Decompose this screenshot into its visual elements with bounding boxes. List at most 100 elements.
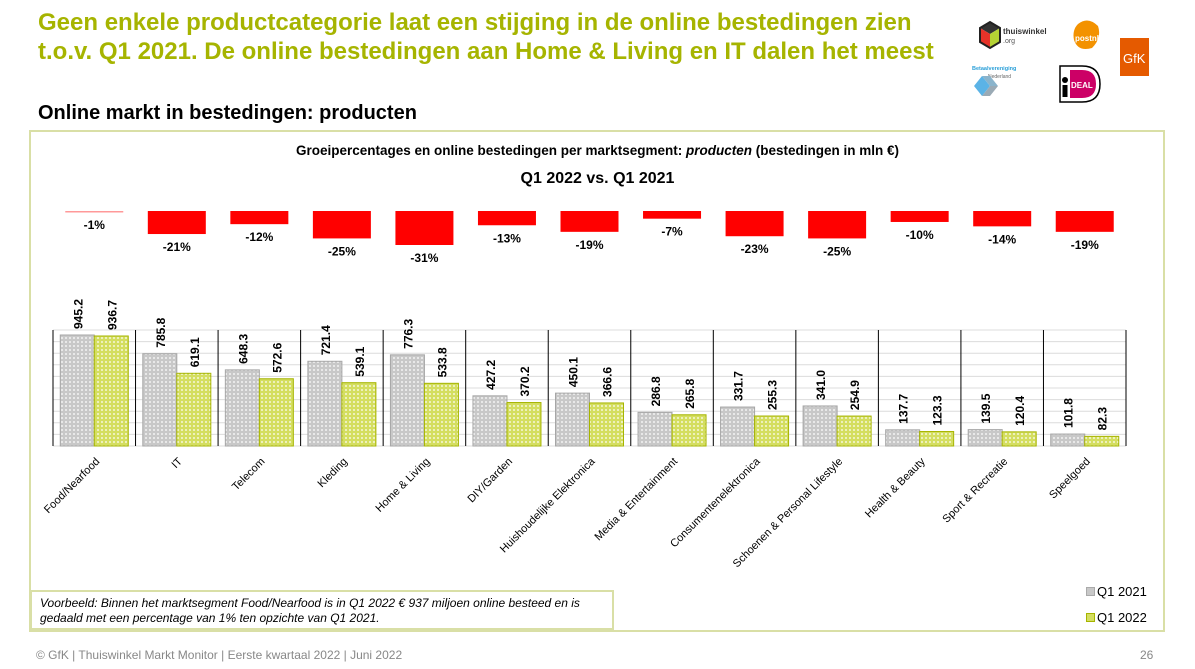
chart-frame xyxy=(29,130,1165,632)
growth-bar xyxy=(560,211,619,232)
x-axis-label: Telecom xyxy=(230,456,267,493)
bar-value-label: 286.8 xyxy=(649,376,663,406)
bar-q1-2021 xyxy=(555,392,590,447)
x-axis-label: Consumentenelektronica xyxy=(668,455,763,550)
growth-bar xyxy=(312,211,371,239)
thuiswinkel-logo-org: .org xyxy=(1003,38,1015,45)
bar-value-label: 331.7 xyxy=(732,371,746,401)
bar-value-label: 366.6 xyxy=(601,367,615,397)
legend-swatch-q1-2022 xyxy=(1086,612,1095,622)
bar-q1-2022 xyxy=(423,382,459,447)
growth-bar xyxy=(65,211,124,213)
chart-title-italic: producten xyxy=(686,143,753,158)
bar-value-label: 341.0 xyxy=(814,370,828,400)
bar-q1-2021 xyxy=(142,353,178,447)
growth-label: -1% xyxy=(84,218,106,232)
bar-q1-2022 xyxy=(836,415,872,447)
chart-title-prefix: Groeipercentages en online bestedingen p… xyxy=(295,143,687,158)
ideal-logo-text: DEAL xyxy=(1071,81,1093,90)
bar-value-label: 255.3 xyxy=(766,380,780,410)
chart-title-suffix: (bestedingen in mln €) xyxy=(752,143,900,158)
bar-q1-2021 xyxy=(472,395,508,447)
x-axis-label: IT xyxy=(170,455,186,471)
bar-value-label: 101.8 xyxy=(1062,398,1076,428)
x-axis-label: Huishoudelijke Elektronica xyxy=(498,455,598,555)
bar-value-label: 539.1 xyxy=(353,346,367,376)
bar-q1-2022 xyxy=(93,335,129,447)
x-axis-label: Health & Beauty xyxy=(863,455,928,520)
x-axis-label: Kleding xyxy=(316,456,350,490)
bar-q1-2022 xyxy=(1084,435,1120,447)
bar-value-label: 427.2 xyxy=(484,359,498,389)
bar-value-label: 123.3 xyxy=(931,395,945,425)
bar-value-label: 265.8 xyxy=(683,378,697,408)
partner-logos: thuiswinkel .org postnl GfK Betaalvereni… xyxy=(960,8,1190,108)
bar-q1-2021 xyxy=(389,354,425,447)
thuiswinkel-logo-text: thuiswinkel xyxy=(1003,27,1047,36)
bar-q1-2021 xyxy=(885,429,921,447)
bar-value-label: 785.8 xyxy=(154,317,168,347)
bar-q1-2022 xyxy=(1001,431,1037,447)
bar-q1-2021 xyxy=(1050,433,1086,447)
chart-legend: Q1 2021 Q1 2022 xyxy=(1086,578,1147,630)
growth-bar xyxy=(477,211,536,226)
bar-q1-2022 xyxy=(919,431,955,447)
growth-bar xyxy=(725,211,784,237)
bar-q1-2022 xyxy=(176,372,212,447)
bar-q1-2022 xyxy=(671,414,707,447)
chart-title: Groeipercentages en online bestedingen p… xyxy=(0,143,1195,158)
example-note: Voorbeeld: Binnen het marktsegment Food/… xyxy=(30,590,614,630)
growth-label: -31% xyxy=(410,251,438,265)
x-axis-label: Media & Entertainment xyxy=(593,456,681,544)
bar-value-label: 137.7 xyxy=(897,393,911,423)
legend-item-q1-2022: Q1 2022 xyxy=(1086,604,1147,630)
betaalvereniging-logo-text: Betaalvereniging xyxy=(972,66,1016,72)
bar-q1-2022 xyxy=(589,402,624,447)
growth-bar xyxy=(643,211,702,219)
bar-q1-2021 xyxy=(967,429,1003,447)
growth-bar xyxy=(890,211,949,222)
growth-label: -13% xyxy=(493,231,521,245)
growth-label: -12% xyxy=(245,230,273,244)
legend-swatch-q1-2021 xyxy=(1086,586,1095,596)
bar-value-label: 533.8 xyxy=(435,347,449,377)
footer-text: © GfK | Thuiswinkel Markt Monitor | Eers… xyxy=(36,648,403,662)
x-axis-label: Food/Nearfood xyxy=(42,456,102,516)
bar-value-label: 721.4 xyxy=(319,325,333,355)
growth-label: -25% xyxy=(823,244,851,258)
growth-bar xyxy=(1055,211,1114,232)
bar-value-label: 945.2 xyxy=(71,299,85,329)
bar-q1-2022 xyxy=(258,378,294,447)
growth-label: -21% xyxy=(163,240,191,254)
bar-value-label: 450.1 xyxy=(567,357,581,387)
growth-label: -7% xyxy=(661,225,683,239)
bar-value-label: 776.3 xyxy=(401,318,415,348)
growth-bar xyxy=(147,211,206,235)
bar-q1-2021 xyxy=(224,369,260,447)
bar-value-label: 619.1 xyxy=(188,337,202,367)
betaalvereniging-logo-nl: Nederland xyxy=(988,74,1011,80)
betaalvereniging-logo: Betaalvereniging Nederland xyxy=(972,66,1016,96)
legend-item-q1-2021: Q1 2021 xyxy=(1086,578,1147,604)
growth-series: -1% -21% -12% -25% -31% -13% -19% -7% -23% -25% -1… xyxy=(65,211,1114,265)
growth-label: -25% xyxy=(328,244,356,258)
slide-headline: Geen enkele productcategorie laat een st… xyxy=(38,9,934,65)
growth-label: -10% xyxy=(906,228,934,242)
growth-label: -14% xyxy=(988,232,1016,246)
slide-subheadline: Online markt in bestedingen: producten xyxy=(38,102,417,124)
x-axis-label: Sport & Recreatie xyxy=(940,456,1010,526)
bar-q1-2021 xyxy=(59,334,95,447)
growth-label: -19% xyxy=(1071,238,1099,252)
ideal-logo: DEAL xyxy=(1059,65,1101,103)
bar-value-label: 370.2 xyxy=(518,366,532,396)
x-axis-label: Home & Living xyxy=(373,456,432,515)
bar-value-label: 936.7 xyxy=(105,300,119,330)
chart-subtitle: Q1 2022 vs. Q1 2021 xyxy=(520,170,675,187)
bar-q1-2021 xyxy=(637,411,673,447)
legend-label-q1-2021: Q1 2021 xyxy=(1097,583,1147,599)
bar-q1-2022 xyxy=(506,402,542,447)
bar-value-label: 139.5 xyxy=(979,393,993,423)
bar-value-label: 254.9 xyxy=(848,380,862,410)
growth-bar xyxy=(230,211,289,225)
